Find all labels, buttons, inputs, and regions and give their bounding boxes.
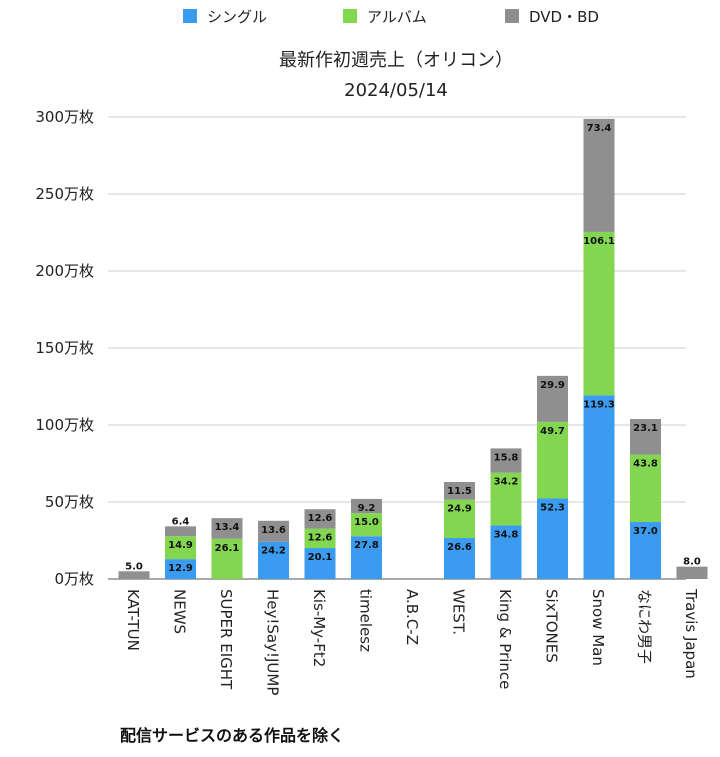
legend-swatch bbox=[183, 9, 197, 23]
bar-segment bbox=[304, 509, 336, 529]
bar-segment bbox=[165, 536, 196, 560]
chart-subtitle: 2024/05/14 bbox=[344, 80, 448, 101]
legend-label: シングル bbox=[207, 8, 267, 26]
data-label: 43.8 bbox=[633, 459, 658, 470]
x-category-label: SUPER EIGHT bbox=[217, 589, 235, 690]
bar-segment bbox=[444, 499, 475, 539]
bar-segment bbox=[304, 548, 336, 579]
data-label: 73.4 bbox=[587, 123, 612, 134]
x-category-label: King & Prince bbox=[496, 589, 514, 689]
legend-label: DVD・BD bbox=[529, 8, 599, 26]
bars: 5.0 12.9 14.9 6.4 26.1 13.4 24.2 13.6 20.1 12.6 12… bbox=[118, 118, 708, 579]
bar-segment bbox=[583, 118, 615, 232]
data-label: 11.5 bbox=[447, 486, 472, 497]
data-label: 12.9 bbox=[168, 563, 193, 574]
y-tick-label: 200万枚 bbox=[35, 262, 94, 280]
x-category-label: なにわ男子 bbox=[636, 589, 654, 664]
bar-segment bbox=[258, 541, 289, 579]
data-label: 15.0 bbox=[354, 517, 379, 528]
data-label: 15.8 bbox=[494, 452, 519, 463]
y-tick-label: 50万枚 bbox=[45, 493, 94, 511]
bar-segment bbox=[351, 513, 382, 537]
gridlines bbox=[108, 116, 686, 580]
data-label: 12.6 bbox=[308, 513, 333, 524]
bar-segment bbox=[304, 528, 336, 549]
bar-segment bbox=[630, 418, 661, 455]
bar-segment bbox=[630, 454, 661, 523]
bar-segment bbox=[676, 566, 708, 579]
x-axis: KAT-TUN NEWS SUPER EIGHT Hey!Say!JUMP Kis-My… bbox=[124, 588, 700, 695]
footnote: 配信サービスのある作品を除く bbox=[120, 726, 345, 745]
bar-segment bbox=[211, 538, 243, 579]
data-label: 5.0 bbox=[125, 561, 143, 572]
bar-segment bbox=[118, 571, 150, 579]
data-label: 23.1 bbox=[633, 423, 658, 434]
y-tick-label: 0万枚 bbox=[54, 570, 94, 588]
data-label: 26.6 bbox=[447, 542, 472, 553]
data-label: 9.2 bbox=[358, 503, 376, 514]
bar-segment bbox=[258, 520, 289, 542]
y-tick-label: 150万枚 bbox=[35, 339, 94, 357]
x-category-label: Hey!Say!JUMP bbox=[264, 589, 282, 695]
data-label: 6.4 bbox=[172, 516, 190, 527]
x-category-label: Travis Japan bbox=[682, 588, 700, 679]
bar-segment bbox=[165, 526, 196, 537]
data-label: 37.0 bbox=[633, 526, 658, 537]
bar-segment bbox=[583, 395, 615, 579]
data-label: 106.1 bbox=[583, 236, 615, 247]
data-label: 52.3 bbox=[540, 502, 565, 513]
data-label: 26.1 bbox=[215, 543, 240, 554]
x-category-label: KAT-TUN bbox=[124, 589, 142, 651]
data-label: 24.9 bbox=[447, 504, 472, 515]
legend-swatch bbox=[343, 9, 357, 23]
x-category-label: Snow Man bbox=[589, 589, 607, 666]
x-category-label: timelesz bbox=[357, 589, 375, 652]
data-label: 12.6 bbox=[308, 533, 333, 544]
bar-segment bbox=[490, 472, 522, 526]
bar-segment bbox=[211, 518, 243, 539]
x-category-label: SixTONES bbox=[543, 589, 561, 663]
y-tick-label: 100万枚 bbox=[35, 416, 94, 434]
bar-segment bbox=[537, 498, 568, 579]
bar-segment bbox=[165, 559, 196, 579]
x-category-label: NEWS bbox=[171, 589, 189, 634]
x-category-label: WEST. bbox=[450, 589, 468, 635]
chart-title: 最新作初週売上（オリコン） bbox=[279, 50, 513, 71]
legend-swatch bbox=[505, 9, 519, 23]
data-label: 34.8 bbox=[494, 529, 519, 540]
x-category-label: A.B.C-Z bbox=[403, 589, 421, 645]
bar-segment bbox=[444, 538, 475, 579]
data-label: 34.2 bbox=[494, 477, 519, 488]
data-label: 13.6 bbox=[261, 525, 286, 536]
bar-segment bbox=[444, 481, 475, 500]
bar-segment bbox=[537, 421, 568, 499]
y-tick-label: 300万枚 bbox=[35, 108, 94, 126]
bar-segment bbox=[583, 231, 615, 396]
data-label: 27.8 bbox=[354, 540, 379, 551]
data-label: 14.9 bbox=[168, 540, 193, 551]
bar-segment bbox=[490, 448, 522, 473]
data-label: 49.7 bbox=[540, 426, 565, 437]
bar-segment bbox=[351, 536, 382, 579]
data-label: 13.4 bbox=[215, 522, 240, 533]
data-label: 29.9 bbox=[540, 380, 565, 391]
y-tick-label: 250万枚 bbox=[35, 185, 94, 203]
bar-segment bbox=[351, 498, 382, 514]
bar-segment bbox=[630, 522, 661, 579]
data-label: 24.2 bbox=[261, 546, 286, 557]
y-axis: 0万枚 50万枚 100万枚 150万枚 200万枚 250万枚 300万枚 bbox=[35, 108, 94, 588]
legend: シングル アルバム DVD・BD bbox=[183, 8, 599, 26]
bar-segment bbox=[537, 375, 568, 422]
legend-label: アルバム bbox=[367, 8, 427, 26]
data-label: 20.1 bbox=[308, 552, 333, 563]
x-category-label: Kis-My-Ft2 bbox=[310, 589, 328, 667]
data-label: 119.3 bbox=[583, 399, 615, 410]
bar-segment bbox=[490, 525, 522, 579]
data-label: 8.0 bbox=[683, 557, 701, 568]
